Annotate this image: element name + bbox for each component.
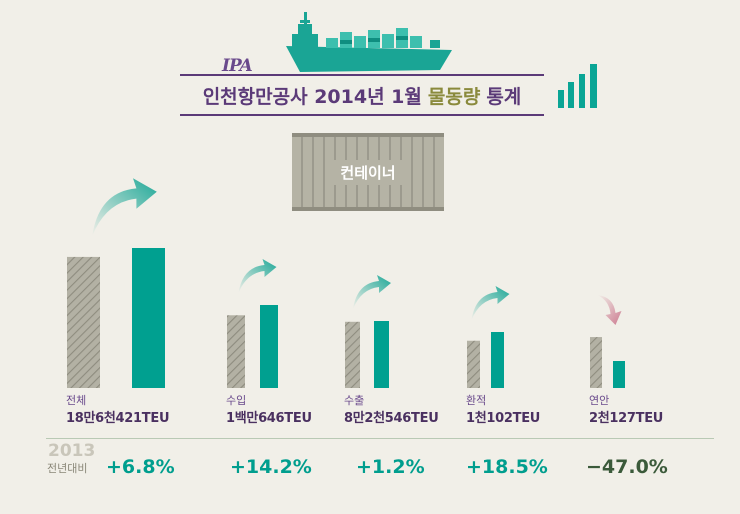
bar-2014-2: [374, 321, 389, 388]
change-label-2: +1.2%: [356, 456, 425, 478]
bar-2014-1: [260, 305, 278, 388]
up-arrow-icon-1: [238, 259, 277, 293]
up-arrow-icon-0: [92, 178, 157, 236]
bar-chart-icon: [558, 64, 597, 108]
category-label-0: 전체: [66, 394, 87, 407]
value-label-0: 18만6천421TEU: [66, 411, 170, 426]
title-tail: 통계: [486, 85, 522, 108]
ship-icon: [286, 12, 452, 72]
container-icon: 컨테이너: [292, 133, 444, 211]
change-label-0: +6.8%: [106, 456, 175, 478]
value-label-4: 2천127TEU: [589, 411, 664, 426]
bar-2013-3: [467, 340, 480, 388]
down-arrow-icon-4: [597, 295, 622, 326]
divider: [46, 438, 714, 439]
title-highlight: 물동량: [427, 85, 481, 108]
change-label-4: −47.0%: [586, 456, 668, 478]
change-label-1: +14.2%: [230, 456, 312, 478]
bar-2014-4: [613, 361, 625, 388]
bar-2013-2: [345, 321, 360, 388]
bar-2014-0: [132, 248, 165, 388]
bar-2014-3: [491, 332, 504, 388]
up-arrow-icon-2: [353, 275, 391, 309]
value-label-1: 1백만646TEU: [226, 411, 312, 426]
category-label-4: 연안: [589, 394, 610, 407]
bar-2013-1: [227, 315, 245, 388]
container-label: 컨테이너: [332, 159, 404, 185]
ipa-logo: IPA: [222, 56, 253, 76]
baseline-year: 2013: [48, 441, 96, 461]
page-title: 인천항만공사 2014년 1월 물동량 통계: [180, 74, 544, 116]
category-label-2: 수출: [344, 394, 365, 407]
category-label-3: 환적: [466, 394, 487, 407]
yoy-label: 전년대비: [47, 462, 88, 475]
value-label-3: 1천102TEU: [466, 411, 541, 426]
value-label-2: 8만2천546TEU: [344, 411, 439, 426]
bar-2013-4: [590, 337, 602, 388]
category-label-1: 수입: [226, 394, 247, 407]
change-label-3: +18.5%: [466, 456, 548, 478]
up-arrow-icon-3: [471, 286, 510, 320]
title-main: 인천항만공사 2014년 1월: [202, 85, 422, 108]
bar-2013-0: [67, 256, 100, 388]
